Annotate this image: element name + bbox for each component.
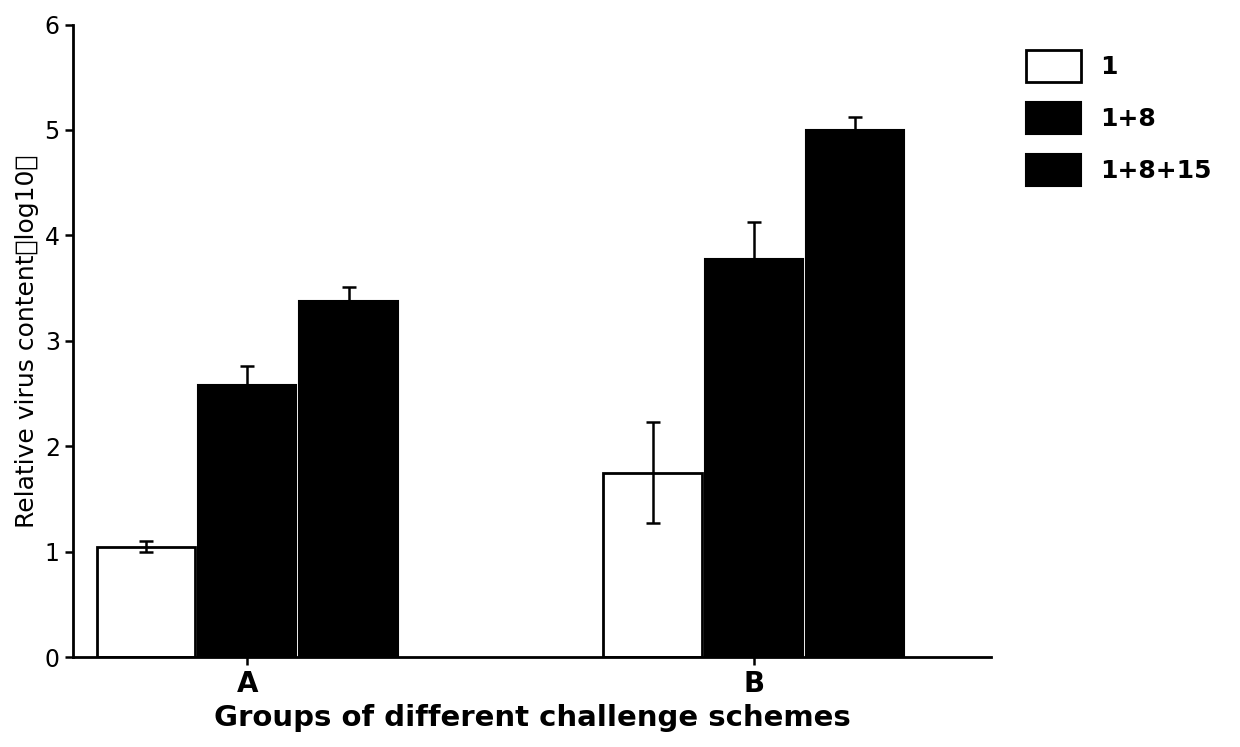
Y-axis label: Relative virus content（log10）: Relative virus content（log10） (15, 154, 38, 527)
Bar (604, 473, 702, 657)
Bar (198, 385, 296, 657)
Bar (299, 301, 398, 657)
X-axis label: Groups of different challenge schemes: Groups of different challenge schemes (213, 704, 851, 732)
Bar (806, 130, 904, 657)
Legend: 1, 1+8, 1+8+15: 1, 1+8, 1+8+15 (1013, 37, 1225, 199)
Bar (97, 547, 195, 657)
Bar (704, 258, 804, 657)
